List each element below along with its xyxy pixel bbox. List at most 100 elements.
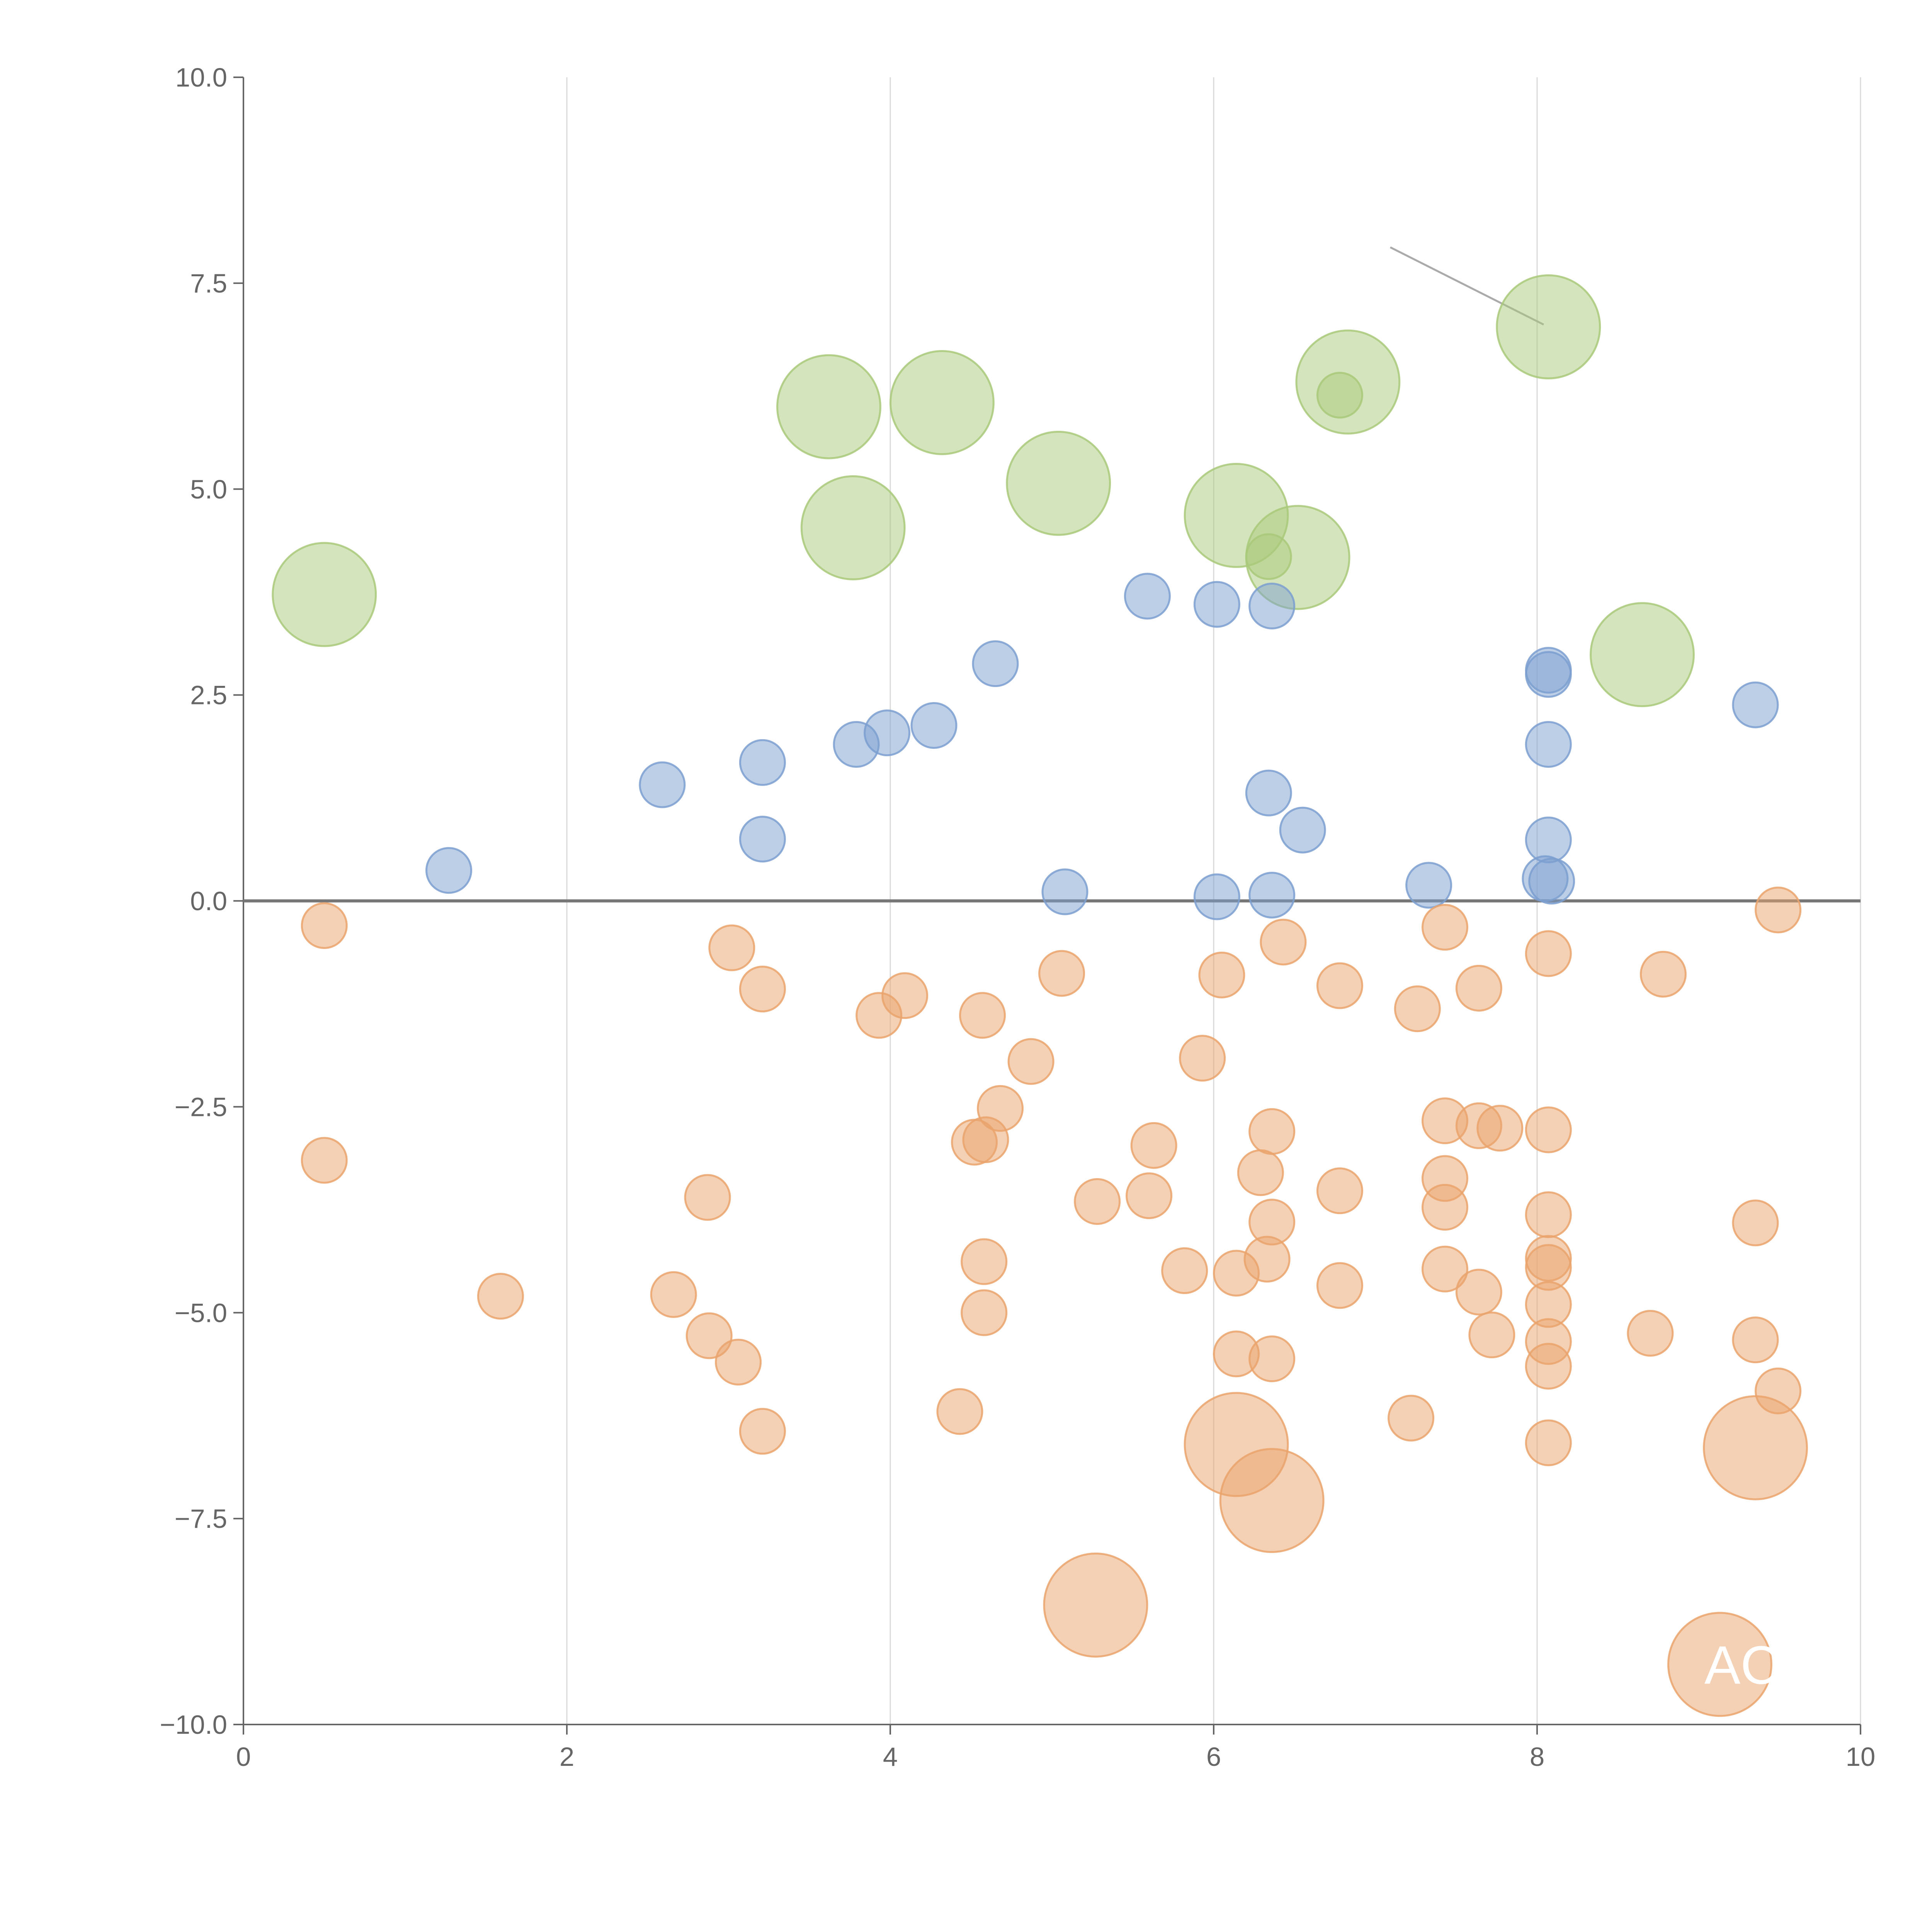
orange-point: [301, 902, 348, 949]
orange-point: [881, 972, 929, 1019]
green-point: [1006, 430, 1111, 536]
orange-point: [1198, 951, 1245, 998]
blue-point: [1248, 582, 1296, 629]
orange-point: [739, 966, 786, 1013]
x-tick-label: 0: [236, 1742, 251, 1772]
orange-point: [1703, 1395, 1808, 1500]
orange-point: [1525, 930, 1572, 977]
blue-point: [910, 702, 957, 749]
green-point: [272, 542, 377, 647]
blue-point: [1245, 769, 1292, 816]
orange-point: [1038, 950, 1085, 997]
x-tick-label: 2: [560, 1742, 574, 1772]
orange-point: [1260, 918, 1307, 966]
blue-point: [639, 761, 686, 808]
y-tick-label: −5.0: [175, 1298, 227, 1328]
orange-point: [1074, 1178, 1121, 1225]
orange-point: [1161, 1247, 1208, 1294]
blue-point: [1405, 862, 1452, 909]
orange-point: [961, 1238, 1008, 1285]
green-point: [776, 354, 881, 459]
orange-point: [1219, 1448, 1325, 1553]
orange-point: [1476, 1105, 1524, 1152]
orange-point: [1755, 886, 1802, 934]
orange-point: [1237, 1149, 1284, 1196]
orange-point: [1525, 1106, 1572, 1153]
blue-point: [1279, 806, 1326, 854]
orange-point: [739, 1408, 786, 1455]
orange-point: [1455, 1269, 1502, 1316]
y-tick-label: −2.5: [175, 1092, 227, 1122]
orange-point: [1043, 1553, 1148, 1658]
green-point: [800, 475, 906, 580]
orange-point: [936, 1388, 983, 1435]
orange-point: [961, 1289, 1008, 1336]
orange-point: [1421, 904, 1468, 951]
blue-point: [1041, 868, 1088, 915]
orange-point: [1316, 962, 1363, 1009]
orange-point: [1525, 1191, 1572, 1238]
blue-point: [739, 739, 786, 786]
y-tick-label: −7.5: [175, 1504, 227, 1534]
blue-point: [1193, 581, 1240, 628]
x-tick-label: 10: [1846, 1742, 1876, 1772]
orange-point: [1130, 1122, 1177, 1169]
blue-point: [1525, 721, 1572, 768]
orange-point: [1627, 1310, 1674, 1357]
x-tick-label: 6: [1206, 1742, 1221, 1772]
data-points: [272, 274, 1808, 1717]
point-labels: AC: [1704, 1634, 1779, 1695]
orange-point: [1525, 1343, 1572, 1390]
blue-point: [972, 640, 1019, 687]
green-point: [1590, 602, 1695, 707]
orange-point: [1455, 964, 1502, 1012]
orange-point: [1732, 1199, 1779, 1247]
orange-point: [1732, 1316, 1779, 1364]
blue-point: [1248, 872, 1296, 919]
green-point: [889, 350, 995, 455]
point-label: AC: [1704, 1634, 1779, 1695]
orange-point: [1126, 1172, 1173, 1219]
blue-point: [739, 816, 786, 863]
axis-ticks: 0 2 4 6 8 10 10.0 7.5 5.0 2.5 0.0 −2.5 −5.0 −7.5 −10.0: [160, 63, 1875, 1772]
orange-point: [1421, 1184, 1468, 1231]
orange-point: [1248, 1335, 1296, 1383]
blue-point: [1528, 857, 1575, 905]
orange-point: [1179, 1035, 1226, 1082]
orange-point: [1007, 1038, 1054, 1085]
orange-point: [1248, 1108, 1296, 1155]
x-tick-label: 8: [1530, 1742, 1544, 1772]
orange-point: [1468, 1311, 1515, 1359]
orange-point: [650, 1271, 697, 1318]
blue-point: [1124, 573, 1171, 620]
x-tick-label: 4: [883, 1742, 898, 1772]
orange-point: [477, 1273, 524, 1320]
blue-point: [1193, 873, 1240, 920]
orange-point: [1388, 1395, 1435, 1442]
orange-point: [1639, 951, 1687, 998]
y-tick-label: 0.0: [190, 886, 227, 916]
orange-point: [959, 992, 1006, 1039]
orange-point: [1421, 1245, 1468, 1293]
y-tick-label: 2.5: [190, 680, 227, 710]
orange-point: [684, 1174, 731, 1221]
green-point: [1245, 533, 1292, 580]
orange-point: [708, 924, 755, 971]
orange-point: [1667, 1612, 1772, 1717]
y-tick-label: −10.0: [160, 1710, 227, 1740]
y-tick-label: 7.5: [190, 269, 227, 298]
orange-point: [685, 1312, 733, 1359]
green-point: [1496, 274, 1601, 379]
blue-point: [425, 847, 472, 894]
green-point: [1316, 372, 1363, 419]
orange-point: [1316, 1167, 1363, 1214]
orange-point: [1316, 1262, 1363, 1309]
y-tick-label: 10.0: [175, 63, 227, 92]
blue-point: [864, 709, 911, 757]
orange-point: [962, 1116, 1009, 1163]
blue-point: [1525, 651, 1572, 698]
orange-point: [715, 1338, 762, 1386]
blue-point: [1732, 681, 1779, 728]
y-tick-label: 5.0: [190, 474, 227, 504]
